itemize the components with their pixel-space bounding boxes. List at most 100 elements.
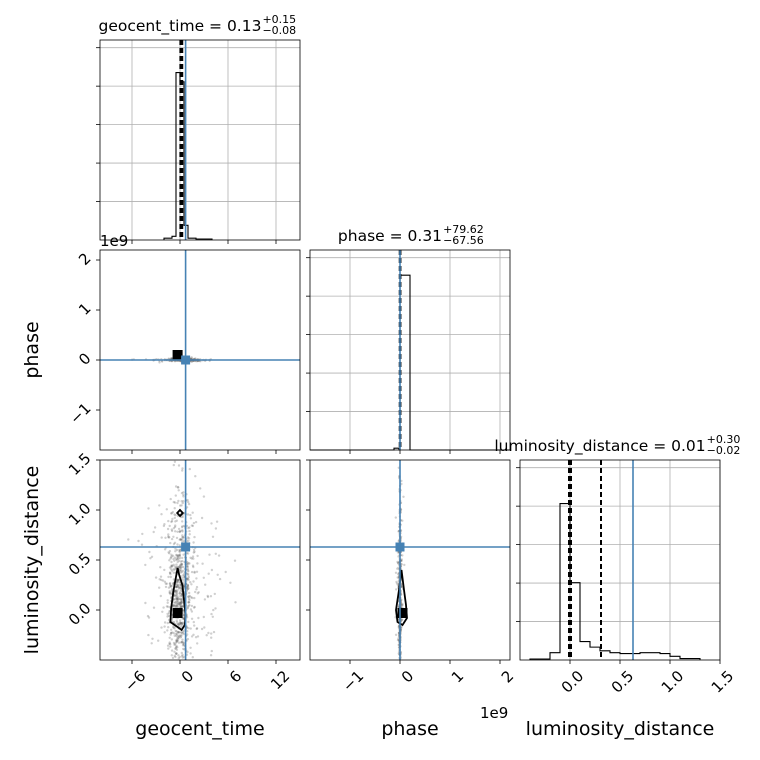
sample-point	[147, 633, 150, 637]
sample-point	[150, 642, 153, 645]
sample-point	[193, 605, 196, 609]
sample-point	[168, 642, 171, 645]
sample-point	[210, 636, 213, 639]
sample-point	[160, 536, 163, 539]
ytick-label-phase-3: 2	[75, 249, 94, 268]
sample-point	[167, 536, 170, 539]
sample-point	[175, 648, 179, 651]
sample-point	[175, 563, 178, 566]
sample-point	[193, 624, 196, 627]
sample-point	[172, 568, 175, 571]
sample-point	[179, 590, 182, 593]
ytick-label-phase-0: −1	[66, 399, 94, 427]
sample-point	[178, 553, 182, 556]
sample-point	[167, 533, 170, 536]
sample-point	[209, 595, 213, 598]
sample-point	[162, 606, 165, 609]
sample-point	[178, 622, 181, 625]
sample-point	[401, 602, 404, 606]
xtick-label-geocent-time-1: 0	[178, 667, 197, 686]
sample-point	[179, 568, 182, 571]
sample-point	[175, 639, 178, 642]
sample-point	[179, 583, 182, 587]
title-phase-sup: +79.62	[443, 223, 484, 236]
sample-point	[177, 654, 180, 657]
mode-marker-geocent-time-phase	[172, 350, 183, 360]
sample-point	[397, 555, 400, 558]
sample-point	[190, 570, 194, 574]
sample-point	[211, 535, 215, 538]
sample-point	[181, 640, 184, 644]
sample-point	[179, 504, 182, 507]
panel-2d-geocent-time-luminosity-distance	[96, 459, 301, 664]
sample-point	[159, 575, 163, 578]
sample-point	[163, 625, 166, 628]
sample-point	[180, 564, 183, 567]
sample-point	[173, 516, 176, 520]
sample-point	[183, 576, 186, 579]
sample-point	[212, 630, 216, 634]
sample-point	[177, 554, 180, 557]
sample-point	[175, 536, 179, 540]
sample-point	[180, 594, 183, 597]
sample-point	[176, 638, 180, 641]
sample-point	[178, 565, 181, 568]
sample-point	[178, 602, 181, 605]
sample-point	[179, 571, 182, 574]
sample-point	[178, 634, 181, 637]
sample-point	[174, 594, 177, 597]
sample-point	[179, 538, 182, 541]
sample-point	[181, 469, 184, 472]
sample-point	[187, 502, 191, 506]
ytick-label-luminosity-distance-1: 0.5	[65, 549, 95, 579]
sample-point	[175, 596, 178, 599]
sample-point	[203, 598, 207, 601]
sample-point	[182, 524, 186, 528]
sample-point	[214, 552, 217, 555]
sample-point	[185, 506, 189, 509]
sample-point	[229, 581, 232, 584]
sample-point	[177, 636, 181, 639]
sample-point	[189, 581, 192, 584]
xtick-label-phase-1: 0	[398, 667, 417, 686]
sample-point	[162, 524, 166, 528]
sample-point	[182, 491, 185, 494]
title-geocent-time: geocent_time = 0.13	[99, 17, 262, 36]
mode-marker-phase-luminosity-distance	[397, 608, 408, 618]
sample-point	[192, 620, 195, 624]
sample-point	[190, 617, 194, 620]
sample-point	[169, 584, 172, 587]
sample-point	[181, 565, 185, 569]
sample-point	[206, 594, 209, 598]
sample-point	[191, 524, 195, 528]
sample-point	[177, 606, 180, 609]
sample-point	[175, 589, 178, 592]
sample-point	[180, 500, 183, 503]
sample-point	[177, 596, 180, 599]
panel-2d-phase-luminosity-distance	[306, 459, 511, 664]
sample-point	[177, 631, 180, 634]
sample-point	[396, 560, 399, 564]
sample-point	[209, 654, 213, 657]
sample-point	[181, 530, 184, 533]
title-luminosity-distance-sub: −0.02	[707, 444, 741, 457]
marks-hist-luminosity-distance	[516, 460, 721, 664]
sample-point	[178, 634, 182, 637]
sample-point	[186, 536, 190, 539]
sample-point	[180, 576, 184, 579]
sample-point	[181, 574, 185, 577]
sample-point	[180, 623, 183, 626]
sample-point	[173, 606, 177, 609]
sample-point	[176, 622, 180, 626]
sample-point	[182, 536, 185, 539]
sample-point	[179, 605, 183, 609]
sample-point	[194, 357, 197, 360]
sample-point	[175, 644, 178, 648]
sample-point	[396, 562, 400, 565]
sample-point	[177, 623, 180, 626]
sample-point	[175, 585, 178, 588]
sample-point	[174, 514, 177, 517]
sample-point	[182, 647, 185, 651]
sample-point	[160, 513, 163, 516]
sample-point	[166, 599, 169, 602]
